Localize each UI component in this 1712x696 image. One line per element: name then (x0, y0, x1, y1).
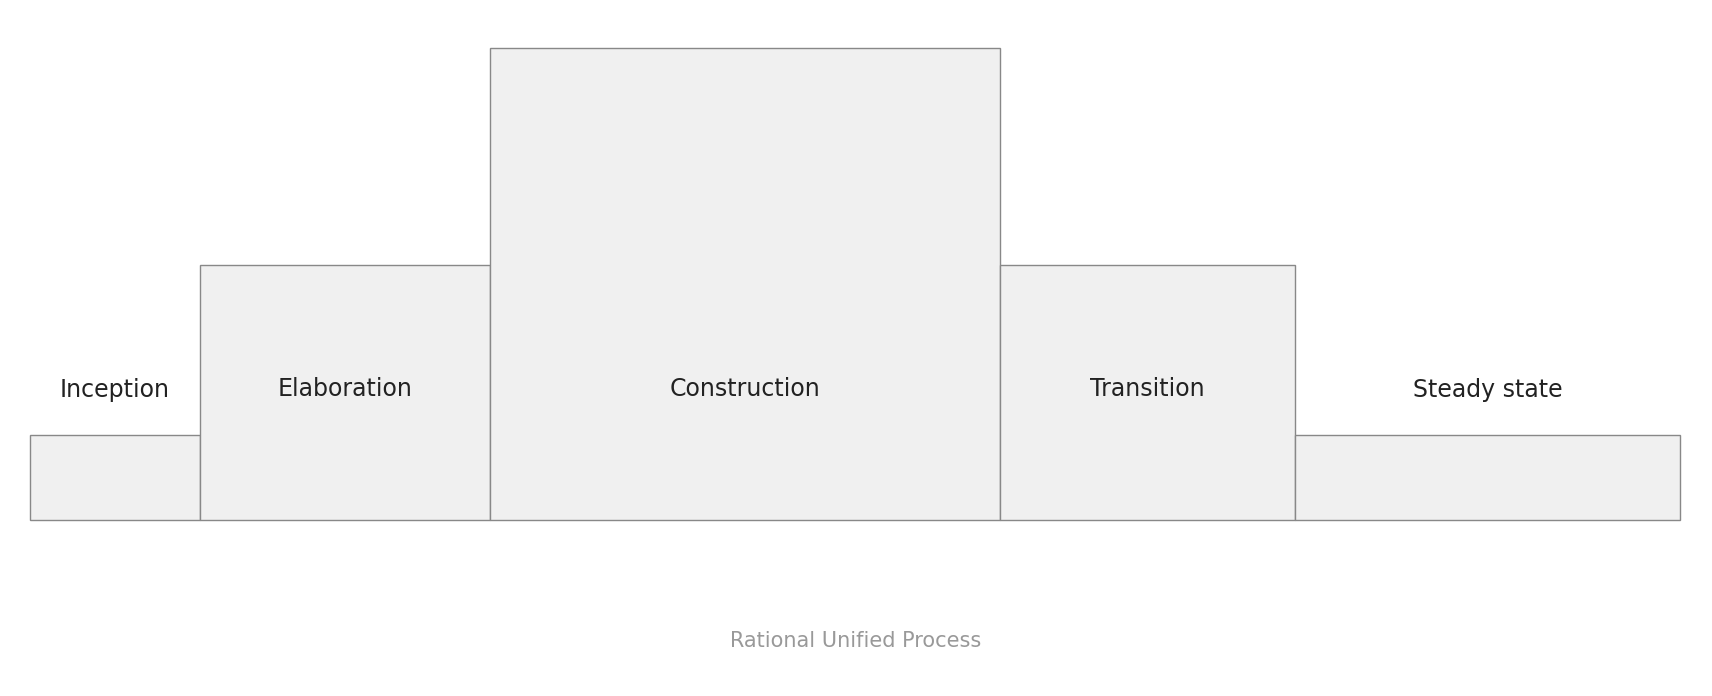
Bar (200, 265, 490, 520)
Text: Inception: Inception (60, 377, 169, 402)
Text: Steady state: Steady state (1412, 377, 1563, 402)
Bar (1000, 265, 1294, 520)
Bar (1294, 435, 1679, 520)
Bar (490, 48, 1000, 520)
Bar (31, 435, 200, 520)
Text: Rational Unified Process: Rational Unified Process (731, 631, 981, 651)
Text: Construction: Construction (669, 377, 820, 402)
Text: Transition: Transition (1091, 377, 1205, 402)
Text: Elaboration: Elaboration (277, 377, 413, 402)
